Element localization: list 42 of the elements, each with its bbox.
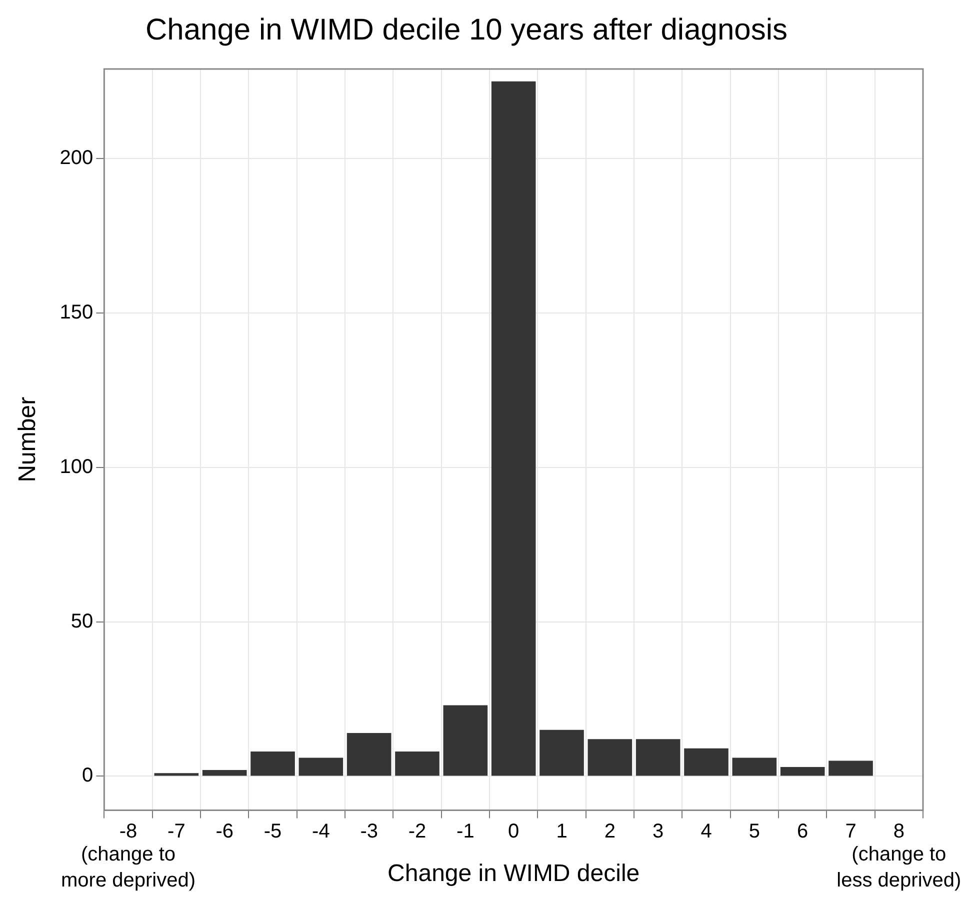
x-tick-label: 7 (845, 820, 856, 843)
bar (202, 770, 247, 776)
bar (828, 760, 873, 776)
bar (443, 705, 488, 776)
bar (395, 752, 440, 776)
x-tick-label: 6 (797, 820, 808, 843)
x-tick-label: 5 (748, 820, 760, 843)
bar (588, 739, 632, 776)
bar (732, 758, 777, 776)
x-tick-label: -4 (312, 820, 330, 843)
x-tick-label: -8 (119, 820, 138, 843)
bar (154, 773, 199, 776)
chart-title: Change in WIMD decile 10 years after diagnosis (146, 13, 788, 46)
x-tick-label: 1 (556, 820, 568, 843)
x-tick-label: 2 (604, 820, 616, 843)
y-tick-label: 100 (60, 456, 94, 478)
bar (346, 732, 392, 776)
y-tick-label: 0 (82, 764, 94, 787)
bar (250, 752, 295, 776)
x-tick-label: 4 (700, 820, 712, 843)
x-tick-label: -7 (168, 820, 186, 843)
y-tick-label: 50 (70, 610, 94, 632)
bar (636, 739, 680, 776)
bar (684, 748, 728, 776)
bar (540, 730, 584, 776)
x-tick-label: -2 (408, 820, 426, 843)
bar (298, 758, 344, 776)
bar (780, 766, 825, 776)
x-tick-label: -5 (264, 820, 282, 843)
bar (491, 81, 536, 776)
text: (change to less deprived) (836, 844, 962, 892)
text: (change to more deprived) (60, 844, 196, 892)
y-tick-label: 150 (60, 301, 94, 324)
x-tick-label: 8 (893, 820, 904, 843)
x-tick-label: 0 (508, 820, 520, 843)
x-tick-label: -1 (456, 820, 474, 843)
y-tick-label: 200 (60, 147, 94, 170)
x-tick-label: -3 (360, 820, 378, 843)
x-axis-title: Change in WIMD decile (388, 860, 640, 888)
y-axis-title: Number (14, 396, 42, 482)
x-tick-label: -6 (216, 820, 234, 843)
x-tick-label: 3 (652, 820, 664, 843)
